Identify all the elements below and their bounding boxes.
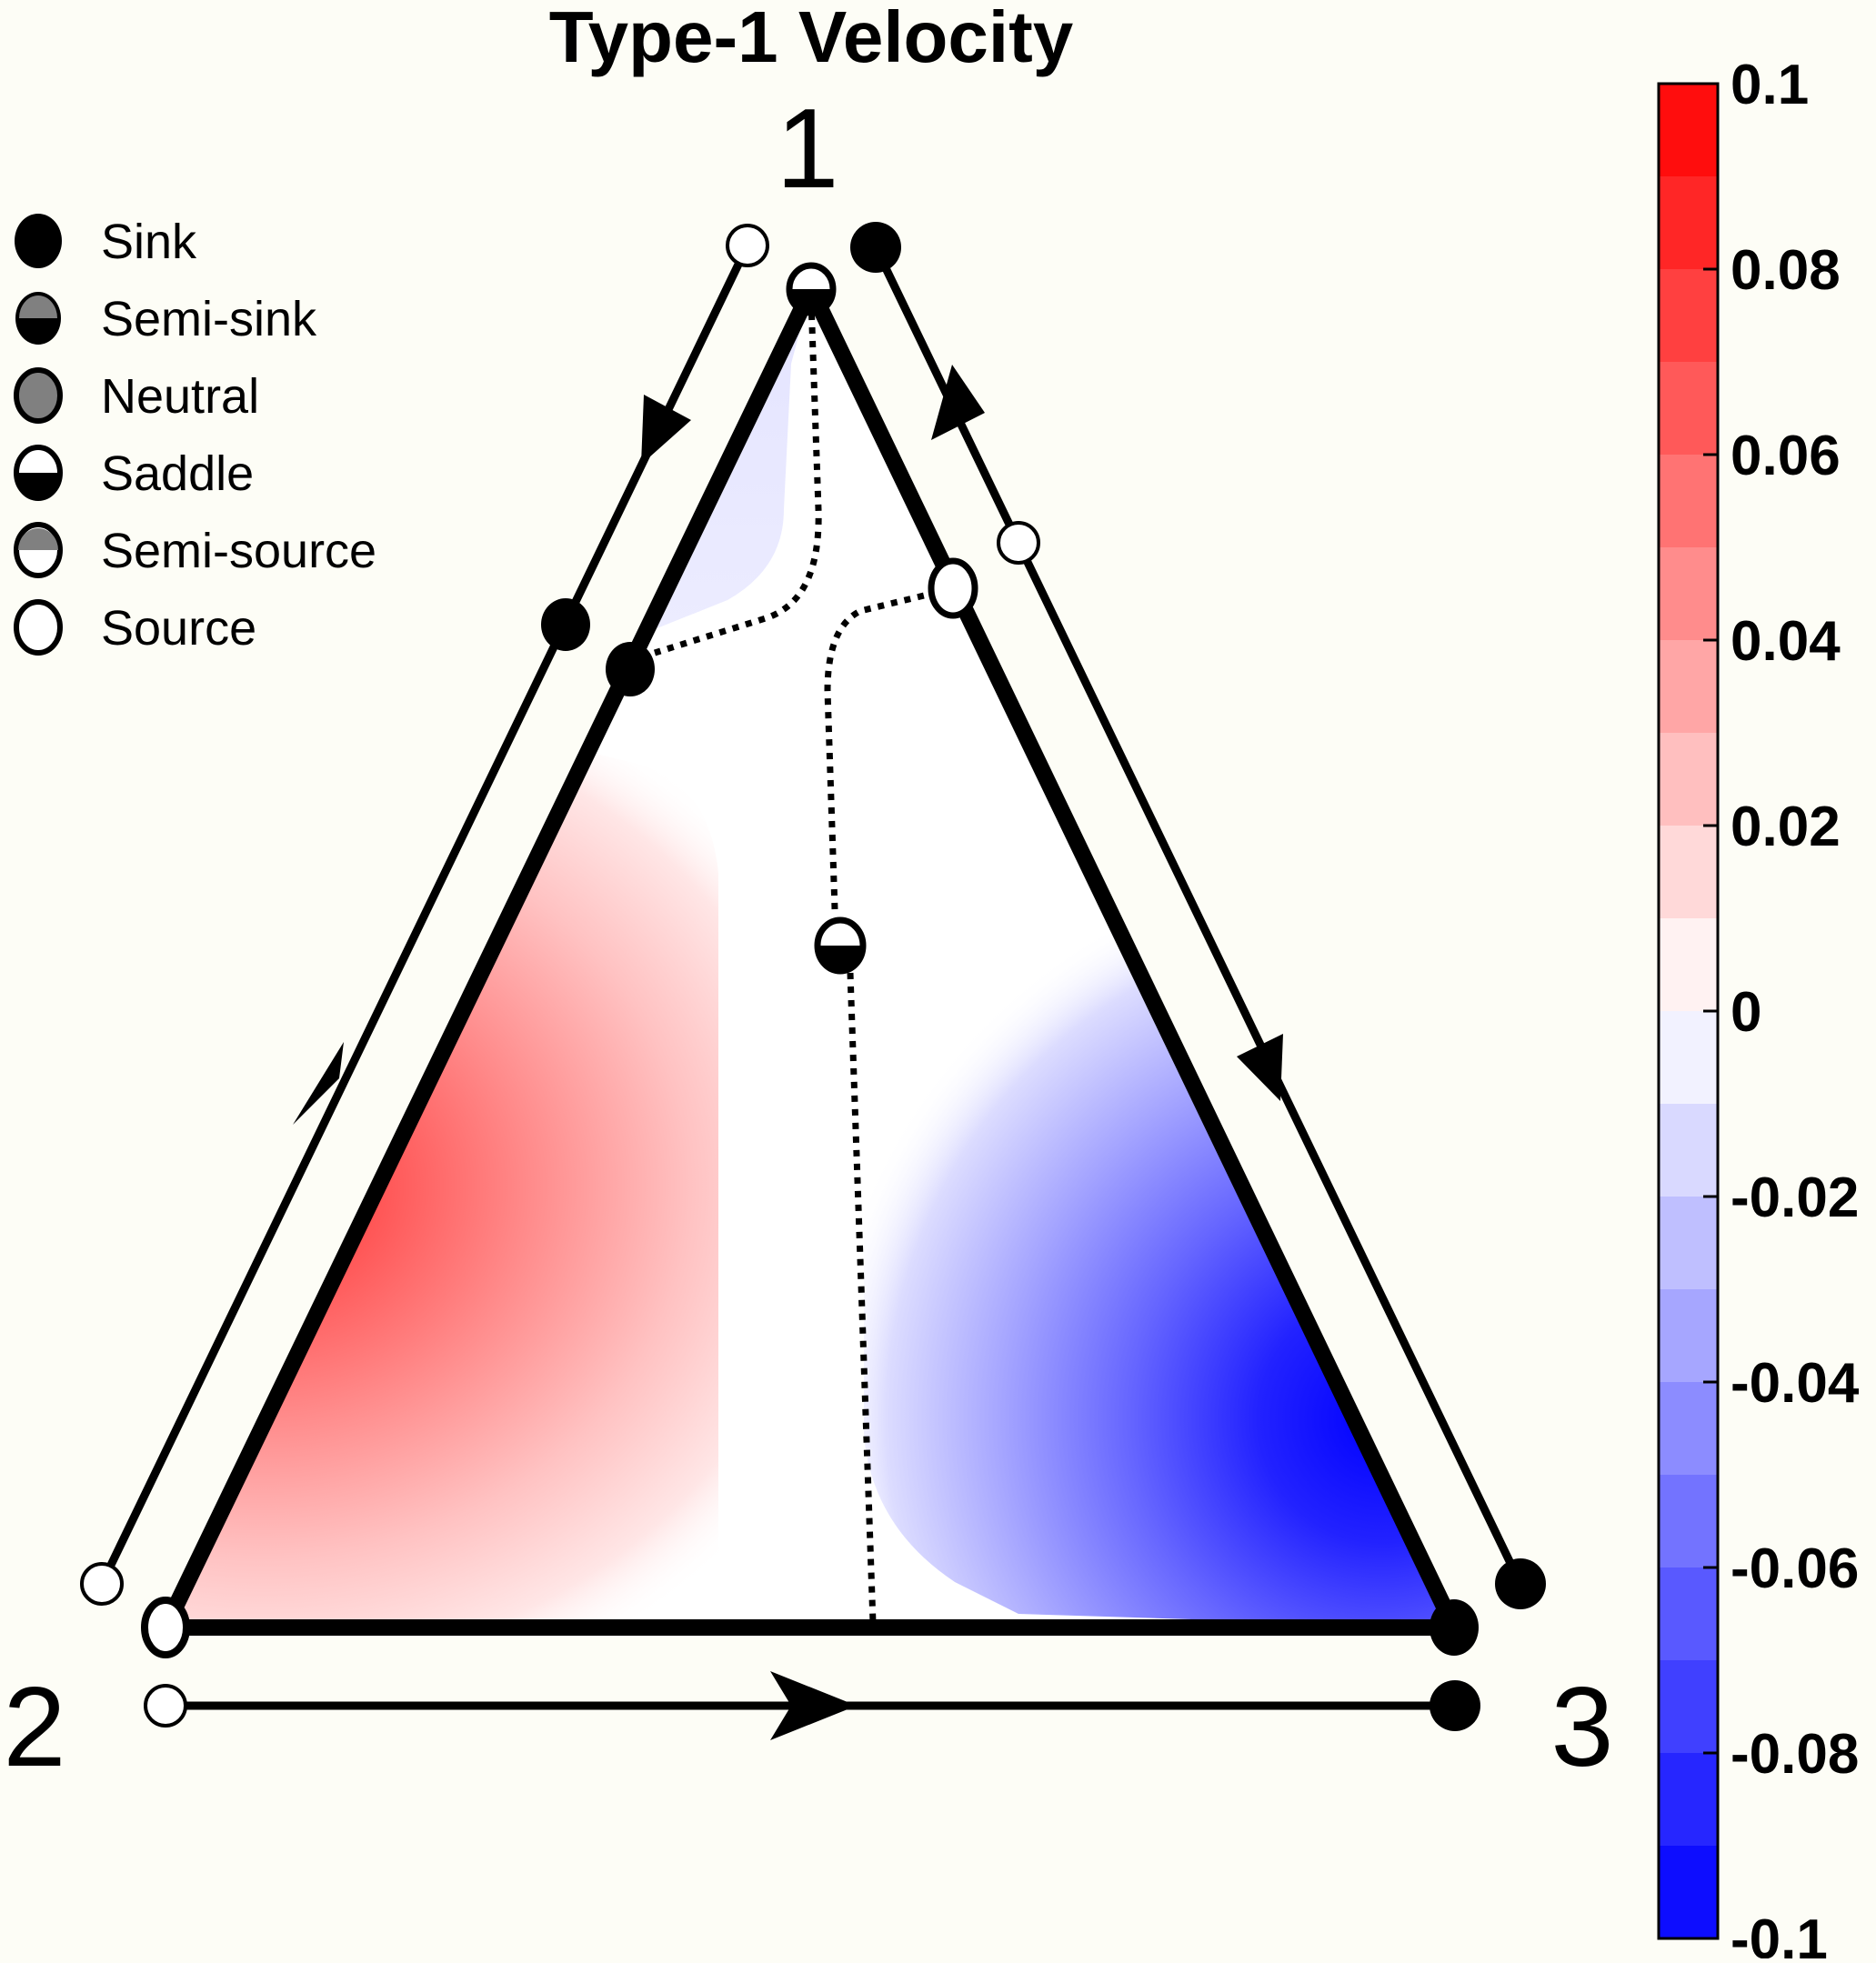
colorbar-tick-label: -0.06 bbox=[1731, 1537, 1859, 1600]
vertex-label-1: 1 bbox=[777, 86, 839, 212]
colorbar-band bbox=[1659, 1660, 1718, 1754]
arrow-left-edge-down bbox=[641, 395, 691, 465]
colorbar-tick-label: 0.06 bbox=[1731, 425, 1841, 487]
legend-item-saddle: Saddle bbox=[14, 445, 254, 501]
saddle-point-top bbox=[786, 262, 837, 316]
sink-left-edge-outer bbox=[541, 598, 590, 651]
simplex-triangle bbox=[157, 281, 1462, 1636]
colorbar-band bbox=[1659, 1197, 1718, 1290]
legend-label: Saddle bbox=[101, 446, 254, 501]
legend-label: Semi-sink bbox=[101, 292, 317, 346]
semi-source-marker-icon bbox=[18, 528, 58, 550]
colorbar-band bbox=[1659, 455, 1718, 548]
source-vertex-2 bbox=[141, 1597, 190, 1658]
legend: Sink Semi-sink Neutral Saddle Semi-sourc… bbox=[14, 214, 376, 656]
colorbar-band bbox=[1659, 362, 1718, 456]
vertex-label-3: 3 bbox=[1551, 1665, 1614, 1790]
colorbar: 0.1 0.08 0.06 0.04 0.02 0 -0.02 -0.04 -0.06 -0.08… bbox=[1657, 54, 1860, 1963]
arrow-left-edge-up bbox=[293, 1042, 344, 1125]
colorbar-tick-label: 0.04 bbox=[1731, 610, 1841, 673]
negative-region bbox=[864, 614, 1454, 1627]
neutral-marker-icon bbox=[14, 367, 63, 424]
legend-label: Semi-source bbox=[101, 524, 376, 578]
sink-left-edge-inner bbox=[606, 642, 655, 696]
source-edge12-bottom bbox=[80, 1562, 124, 1606]
arrow-right-edge-down bbox=[1237, 1034, 1283, 1101]
sink-vertex-3 bbox=[1430, 1599, 1479, 1656]
positive-region bbox=[166, 750, 773, 1627]
sink-edge13-bottom bbox=[1495, 1558, 1546, 1609]
colorbar-tick-label: -0.04 bbox=[1731, 1352, 1860, 1415]
colorbar-band bbox=[1659, 176, 1718, 270]
vertex-label-2: 2 bbox=[4, 1665, 66, 1790]
colorbar-band bbox=[1659, 547, 1718, 641]
colorbar-band bbox=[1659, 1846, 1718, 1939]
legend-item-source: Source bbox=[14, 599, 256, 656]
colorbar-tick-label: 0.02 bbox=[1731, 796, 1841, 858]
figure-title: Type-1 Velocity bbox=[549, 0, 1074, 77]
colorbar-band bbox=[1659, 1567, 1718, 1661]
legend-label: Source bbox=[101, 601, 256, 656]
legend-label: Neutral bbox=[101, 369, 259, 424]
legend-item-semi-source: Semi-source bbox=[14, 522, 376, 578]
source-right-edge-outer bbox=[997, 521, 1040, 565]
colorbar-tick-label: 0.08 bbox=[1731, 239, 1841, 302]
colorbar-band bbox=[1659, 918, 1718, 1012]
colorbar-tick-label: 0 bbox=[1731, 981, 1761, 1044]
colorbar-tick-label: -0.02 bbox=[1731, 1167, 1859, 1229]
legend-item-sink: Sink bbox=[15, 214, 197, 269]
saddle-point-center bbox=[814, 916, 867, 975]
source-edge12-top bbox=[726, 224, 769, 267]
arrow-bottom-edge bbox=[770, 1671, 857, 1740]
colorbar-band bbox=[1659, 1289, 1718, 1383]
colorbar-tick-label: -0.1 bbox=[1731, 1908, 1828, 1958]
colorbar-band bbox=[1659, 640, 1718, 734]
colorbar-band bbox=[1659, 1011, 1718, 1105]
sink-edge13-top bbox=[850, 222, 901, 273]
colorbar-tick-label: -0.08 bbox=[1731, 1723, 1859, 1786]
colorbar-band bbox=[1659, 826, 1718, 919]
saddle-marker-icon bbox=[16, 473, 60, 498]
colorbar-band bbox=[1659, 84, 1718, 177]
colorbar-band bbox=[1659, 269, 1718, 363]
colorbar-ticks: 0.1 0.08 0.06 0.04 0.02 0 -0.02 -0.04 -0.06 -0.08… bbox=[1703, 54, 1860, 1963]
colorbar-band bbox=[1659, 1382, 1718, 1476]
semi-sink-marker-icon bbox=[19, 295, 57, 318]
legend-label: Sink bbox=[101, 215, 197, 269]
edge-flow-arrows bbox=[293, 365, 1283, 1740]
source-marker-icon bbox=[14, 599, 63, 656]
colorbar-bands bbox=[1659, 84, 1718, 1939]
sink-edge23-right bbox=[1430, 1680, 1480, 1731]
legend-item-semi-sink: Semi-sink bbox=[15, 292, 317, 346]
colorbar-band bbox=[1659, 1104, 1718, 1197]
colorbar-band bbox=[1659, 1753, 1718, 1847]
velocity-heatmap bbox=[166, 289, 1454, 1627]
source-right-edge-inner bbox=[928, 557, 978, 619]
fixed-points bbox=[80, 222, 1546, 1731]
colorbar-band bbox=[1659, 1475, 1718, 1568]
colorbar-band bbox=[1659, 733, 1718, 826]
sink-marker-icon bbox=[15, 214, 62, 268]
arrow-right-edge-up bbox=[931, 365, 985, 440]
separatrix-lines bbox=[653, 299, 951, 1624]
legend-item-neutral: Neutral bbox=[14, 367, 259, 424]
source-edge23-left bbox=[144, 1684, 187, 1728]
colorbar-tick-label: 0.1 bbox=[1731, 54, 1809, 116]
